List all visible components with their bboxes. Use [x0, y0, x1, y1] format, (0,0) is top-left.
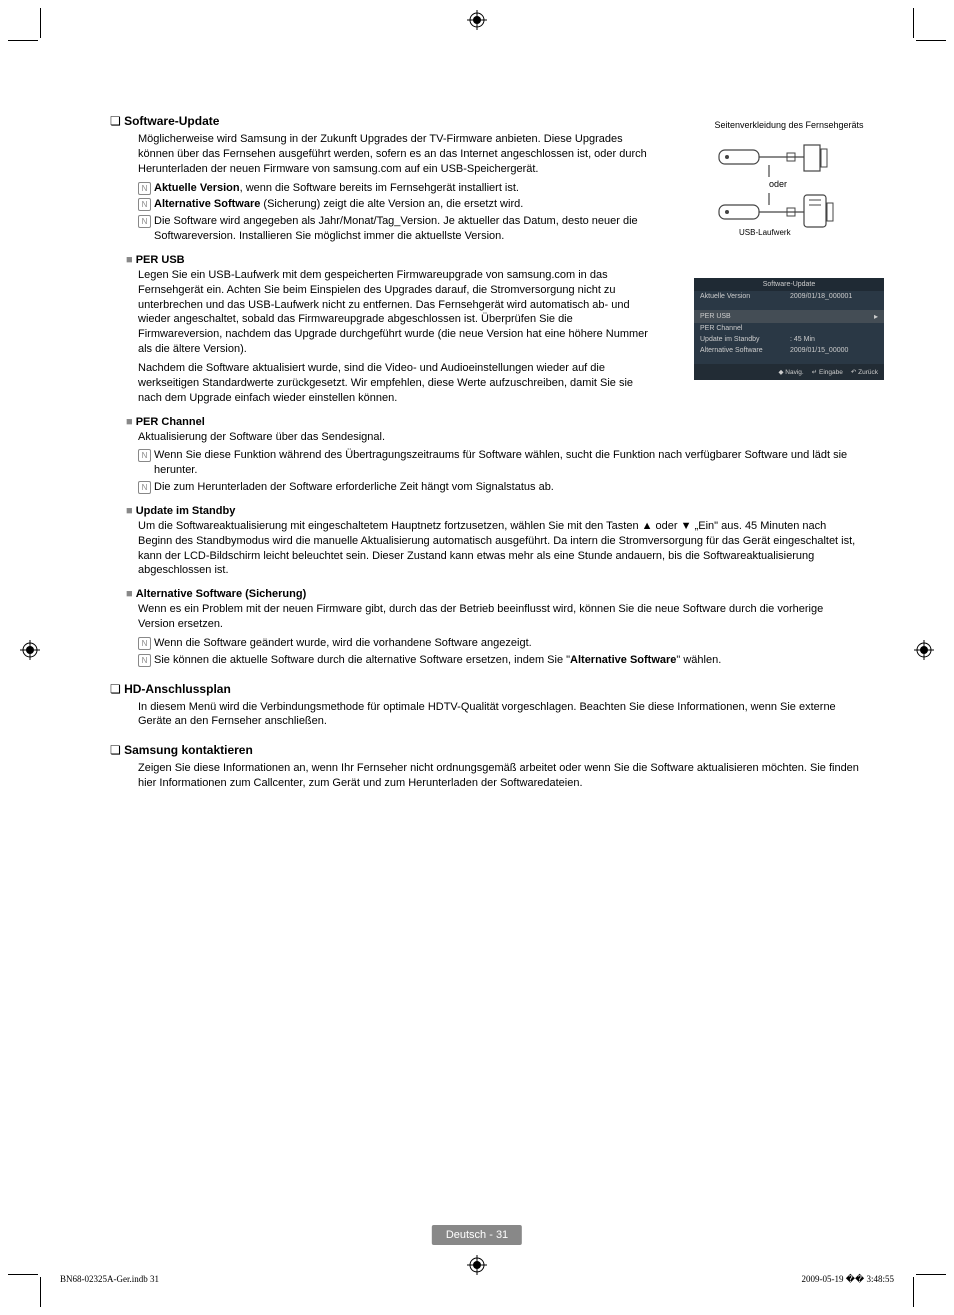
paragraph: Nachdem die Software aktualisiert wurde,…	[138, 361, 658, 406]
osd-title: Software-Update	[694, 278, 884, 291]
heading-per-usb: PER USB	[126, 254, 860, 266]
crop-mark	[916, 1274, 946, 1275]
osd-panel: Software-Update Aktuelle Version 2009/01…	[694, 278, 884, 380]
diagram-usb-label: USB-Laufwerk	[739, 228, 792, 237]
imprint-left: BN68-02325A-Ger.indb 31	[60, 1274, 159, 1285]
osd-highlight-label: PER USB	[700, 313, 731, 320]
paragraph: Aktualisierung der Software über das Sen…	[138, 430, 860, 445]
osd-footer-back: ↶ Zurück	[851, 368, 878, 376]
osd-value	[790, 325, 878, 332]
heading-alt-software: Alternative Software (Sicherung)	[126, 588, 860, 600]
note-item: Aktuelle Version, wenn die Software bere…	[154, 181, 674, 196]
osd-key: Update im Standby	[700, 336, 790, 343]
crop-mark	[40, 1277, 41, 1307]
heading-update-standby: Update im Standby	[126, 505, 860, 517]
page-number-badge: Deutsch - 31	[432, 1225, 522, 1245]
paragraph: Möglicherweise wird Samsung in der Zukun…	[138, 132, 658, 177]
note-item: Sie können die aktuelle Software durch d…	[154, 653, 860, 668]
osd-value: 2009/01/15_00000	[790, 347, 878, 354]
osd-value: 2009/01/18_000001	[790, 293, 878, 300]
osd-value: : 45 Min	[790, 336, 878, 343]
paragraph: Wenn es ein Problem mit der neuen Firmwa…	[138, 602, 860, 632]
paragraph: Um die Softwareaktualisierung mit einges…	[138, 519, 860, 578]
osd-row: Update im Standby : 45 Min	[694, 334, 884, 345]
osd-highlight-row: PER USB ▸	[694, 310, 884, 323]
note-item: Die Software wird angegeben als Jahr/Mon…	[154, 214, 674, 244]
note-item: Alternative Software (Sicherung) zeigt d…	[154, 197, 674, 212]
registration-mark-icon	[467, 1255, 487, 1275]
heading-per-channel: PER Channel	[126, 416, 860, 428]
osd-footer-nav: ◆ Navig.	[778, 368, 803, 376]
diagram-label: Seitenverkleidung des Fernsehgeräts	[694, 120, 884, 131]
diagram-or: oder	[769, 179, 787, 189]
osd-row: Alternative Software 2009/01/15_00000	[694, 345, 884, 356]
osd-row: Aktuelle Version 2009/01/18_000001	[694, 291, 884, 302]
osd-key: Aktuelle Version	[700, 293, 790, 300]
heading-hd-anschlussplan: HD-Anschlussplan	[110, 682, 860, 696]
note-item: Die zum Herunterladen der Software erfor…	[154, 480, 860, 495]
osd-key: PER Channel	[700, 325, 790, 332]
osd-footer-enter: ↵ Eingabe	[812, 368, 843, 376]
tv-usb-diagram: Seitenverkleidung des Fernsehgeräts oder…	[694, 120, 884, 255]
imprint-right: 2009-05-19 �� 3:48:55	[802, 1274, 894, 1285]
osd-key: Alternative Software	[700, 347, 790, 354]
paragraph: In diesem Menü wird die Verbindungsmetho…	[138, 700, 860, 730]
heading-samsung-kontaktieren: Samsung kontaktieren	[110, 743, 860, 757]
crop-mark	[913, 1277, 914, 1307]
paragraph: Zeigen Sie diese Informationen an, wenn …	[138, 761, 860, 791]
chevron-right-icon: ▸	[874, 312, 878, 321]
note-item: Wenn Sie diese Funktion während des Über…	[154, 448, 860, 478]
imprint-footer: BN68-02325A-Ger.indb 31 2009-05-19 �� 3:…	[60, 1274, 894, 1285]
crop-mark	[8, 1274, 38, 1275]
osd-footer: ◆ Navig. ↵ Eingabe ↶ Zurück	[694, 364, 884, 380]
paragraph: Legen Sie ein USB-Laufwerk mit dem gespe…	[138, 268, 658, 357]
note-item: Wenn die Software geändert wurde, wird d…	[154, 636, 860, 651]
osd-row: PER Channel	[694, 323, 884, 334]
